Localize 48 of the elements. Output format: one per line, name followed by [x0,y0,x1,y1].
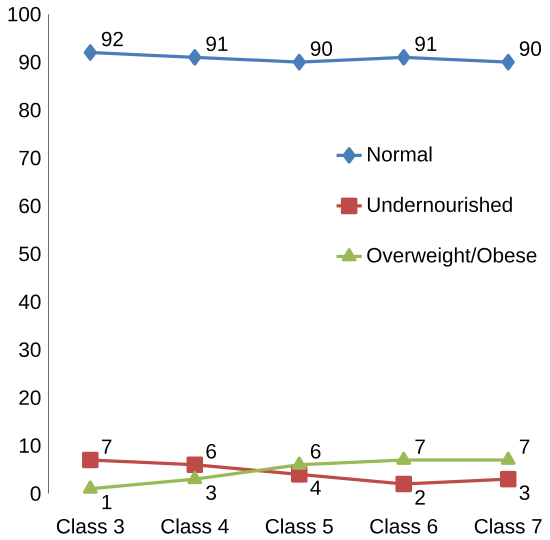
data-label: 7 [520,439,530,454]
data-label: 91 [415,36,436,51]
legend-label: Overweight/Obese [367,247,536,266]
data-label: 7 [415,439,425,454]
y-tick-label: 0 [30,486,41,501]
data-label: 6 [310,444,320,458]
y-tick-label: 10 [20,438,41,453]
data-label: 4 [310,480,321,495]
y-tick-label: 30 [19,342,41,357]
y-tick-label: 40 [18,294,41,309]
point [395,475,412,492]
x-tick-label: Class 6 [370,518,438,534]
data-label: 90 [520,41,541,56]
point [502,54,515,70]
data-label: 92 [102,31,123,46]
x-tick-label: Class 7 [474,518,542,534]
data-label: 3 [520,485,530,500]
data-label: 2 [415,490,425,504]
x-tick-label: Class 4 [161,518,229,534]
point [84,44,97,61]
data-label: 1 [102,494,112,509]
data-label: 6 [206,444,216,458]
y-tick-label: 90 [19,54,41,70]
point [82,480,98,494]
x-tick-label: Class 5 [266,518,333,534]
data-label: 90 [310,41,332,56]
point [292,54,306,70]
point [188,48,202,66]
legend-label: Normal [368,146,432,162]
point [500,451,516,465]
data-label: 7 [102,439,112,454]
data-label: 3 [206,485,216,500]
y-tick-label: 80 [19,102,41,118]
point [396,451,412,465]
x-tick-label: Class 3 [56,518,124,534]
y-tick-label: 100 [8,6,41,22]
y-tick-label: 20 [19,390,41,405]
y-tick-label: 60 [19,198,41,214]
point [187,470,202,484]
y-tick-label: 70 [19,150,41,166]
y-tick-label: 50 [19,246,41,261]
point [500,470,516,488]
data-label: 91 [206,36,228,51]
point [292,456,307,470]
point [186,456,204,473]
point [82,451,99,468]
legend-label: Undernourished [368,196,512,212]
point [397,48,410,66]
